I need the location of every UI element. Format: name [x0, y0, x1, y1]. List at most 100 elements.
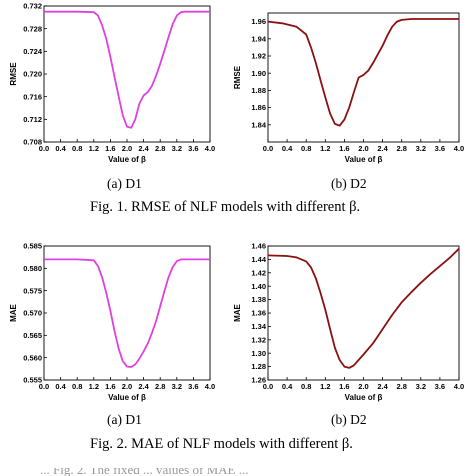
- x-tick-label: 3.6: [435, 382, 445, 391]
- x-tick-label: 2.4: [377, 144, 388, 153]
- y-tick-label: 0.720: [23, 70, 42, 79]
- y-tick-label: 0.708: [23, 138, 42, 147]
- y-tick-label: 1.84: [251, 120, 266, 129]
- plot-frame: [43, 5, 211, 143]
- x-tick-label: 1.2: [320, 144, 330, 153]
- series-line: [267, 248, 460, 369]
- x-tick-label: 4.0: [454, 382, 464, 391]
- y-axis-label: MAE: [233, 303, 242, 321]
- y-tick-label: 1.46: [251, 242, 266, 251]
- x-tick-label: 1.6: [105, 382, 115, 391]
- x-tick-label: 3.6: [188, 144, 198, 153]
- y-tick-label: 0.560: [23, 353, 42, 362]
- chart-2: 0.0 0.4 0.8 1.2 1.6 2.0 2.4 2.8 3.2 3.6 4.0 1.84 1.8…: [233, 12, 464, 164]
- x-tick-label: 2.0: [122, 144, 132, 153]
- y-tick-label: 0.585: [23, 242, 42, 251]
- x-tick-label: 1.2: [89, 144, 99, 153]
- plot-frame: [43, 245, 211, 381]
- x-tick-label: 3.6: [435, 144, 445, 153]
- y-tick-label: 1.86: [251, 103, 266, 112]
- x-tick-label: 3.2: [416, 382, 426, 391]
- y-tick-label: 1.28: [251, 362, 266, 371]
- x-tick-label: 2.0: [358, 144, 368, 153]
- x-tick-label: 2.4: [377, 382, 388, 391]
- y-axis-label: RMSE: [233, 65, 242, 89]
- y-tick-label: 1.92: [251, 52, 266, 61]
- x-tick-label: 3.2: [172, 382, 182, 391]
- x-tick-label: 0.0: [263, 382, 273, 391]
- y-axis-label: MAE: [9, 303, 18, 321]
- subcaption-b-fig1: (b) D2: [331, 176, 367, 191]
- y-tick-label: 1.36: [251, 309, 266, 318]
- y-tick-label: 1.44: [251, 255, 266, 264]
- x-tick-label: 4.0: [205, 144, 215, 153]
- x-tick-label: 0.8: [72, 144, 82, 153]
- y-tick-label: 0.555: [23, 376, 42, 385]
- y-tick-label: 0.716: [23, 92, 42, 101]
- subcaption-a-fig1: (a) D1: [107, 176, 142, 191]
- x-axis-label: Value of β: [108, 155, 146, 164]
- x-tick-label: 4.0: [454, 144, 464, 153]
- x-tick-label: 1.6: [339, 144, 349, 153]
- x-tick-label: 2.0: [358, 382, 368, 391]
- x-tick-label: 0.4: [282, 382, 293, 391]
- series-line: [267, 18, 459, 127]
- y-tick-label: 1.88: [251, 86, 266, 95]
- x-tick-label: 0.0: [39, 144, 49, 153]
- y-tick-label: 1.32: [251, 335, 266, 344]
- figure-1-caption: Fig. 1. RMSE of NLF models with differen…: [90, 199, 361, 215]
- cut-off-text-line: ... Fig. 2. The fixed ... values of MAE …: [40, 468, 249, 476]
- plot-frame: [267, 12, 460, 143]
- y-tick-label: 1.94: [251, 34, 266, 43]
- x-tick-label: 0.8: [301, 144, 311, 153]
- series-line: [44, 258, 210, 368]
- x-tick-label: 2.4: [138, 382, 149, 391]
- y-tick-label: 1.30: [251, 349, 266, 358]
- x-axis-label: Value of β: [108, 393, 146, 402]
- x-tick-label: 2.4: [138, 144, 149, 153]
- x-tick-label: 2.8: [155, 382, 165, 391]
- series-line: [44, 10, 210, 129]
- x-tick-label: 0.4: [282, 144, 293, 153]
- x-tick-label: 2.8: [396, 382, 406, 391]
- x-tick-label: 1.2: [89, 382, 99, 391]
- x-tick-label: 1.6: [339, 382, 349, 391]
- x-tick-label: 0.4: [55, 144, 66, 153]
- y-tick-label: 0.724: [23, 47, 43, 56]
- x-tick-label: 3.6: [188, 382, 198, 391]
- y-tick-label: 0.570: [23, 309, 42, 318]
- x-axis-label: Value of β: [345, 393, 383, 402]
- x-tick-label: 2.8: [155, 144, 165, 153]
- y-tick-label: 1.96: [251, 17, 266, 26]
- x-tick-label: 0.0: [39, 382, 49, 391]
- figure-2-caption: Fig. 2. MAE of NLF models with different…: [90, 436, 353, 452]
- y-tick-label: 0.580: [23, 264, 42, 273]
- y-tick-label: 0.732: [23, 2, 42, 11]
- y-axis-label: RMSE: [9, 62, 18, 86]
- x-axis-label: Value of β: [345, 155, 383, 164]
- y-tick-label: 1.90: [251, 69, 266, 78]
- chart-1: 0.0 0.4 0.8 1.2 1.6 2.0 2.4 2.8 3.2 3.6 4.0 0.708 0.…: [9, 2, 215, 164]
- y-tick-label: 1.26: [251, 376, 266, 385]
- x-tick-label: 3.2: [416, 144, 426, 153]
- chart-4: 0.0 0.4 0.8 1.2 1.6 2.0 2.4 2.8 3.2 3.6 4.0 1.26 1.2…: [233, 242, 464, 402]
- y-tick-label: 1.40: [251, 282, 266, 291]
- x-tick-label: 0.0: [263, 144, 273, 153]
- chart-3: 0.0 0.4 0.8 1.2 1.6 2.0 2.4 2.8 3.2 3.6 4.0 0.555 0.…: [9, 242, 215, 402]
- x-tick-label: 0.8: [301, 382, 311, 391]
- x-tick-label: 2.0: [122, 382, 132, 391]
- plot-frame: [267, 245, 460, 381]
- y-tick-label: 1.42: [251, 268, 266, 277]
- cut-off-text: ... Fig. 2. The fixed ... values of MAE …: [0, 468, 474, 476]
- subcaption-b-fig2: (b) D2: [331, 412, 367, 427]
- y-tick-label: 1.38: [251, 295, 266, 304]
- y-tick-label: 0.728: [23, 24, 42, 33]
- y-tick-label: 0.712: [23, 115, 42, 124]
- x-tick-label: 3.2: [172, 144, 182, 153]
- x-tick-label: 4.0: [205, 382, 215, 391]
- x-tick-label: 0.8: [72, 382, 82, 391]
- x-tick-label: 2.8: [396, 144, 406, 153]
- y-tick-label: 1.34: [251, 322, 266, 331]
- x-tick-label: 1.2: [320, 382, 330, 391]
